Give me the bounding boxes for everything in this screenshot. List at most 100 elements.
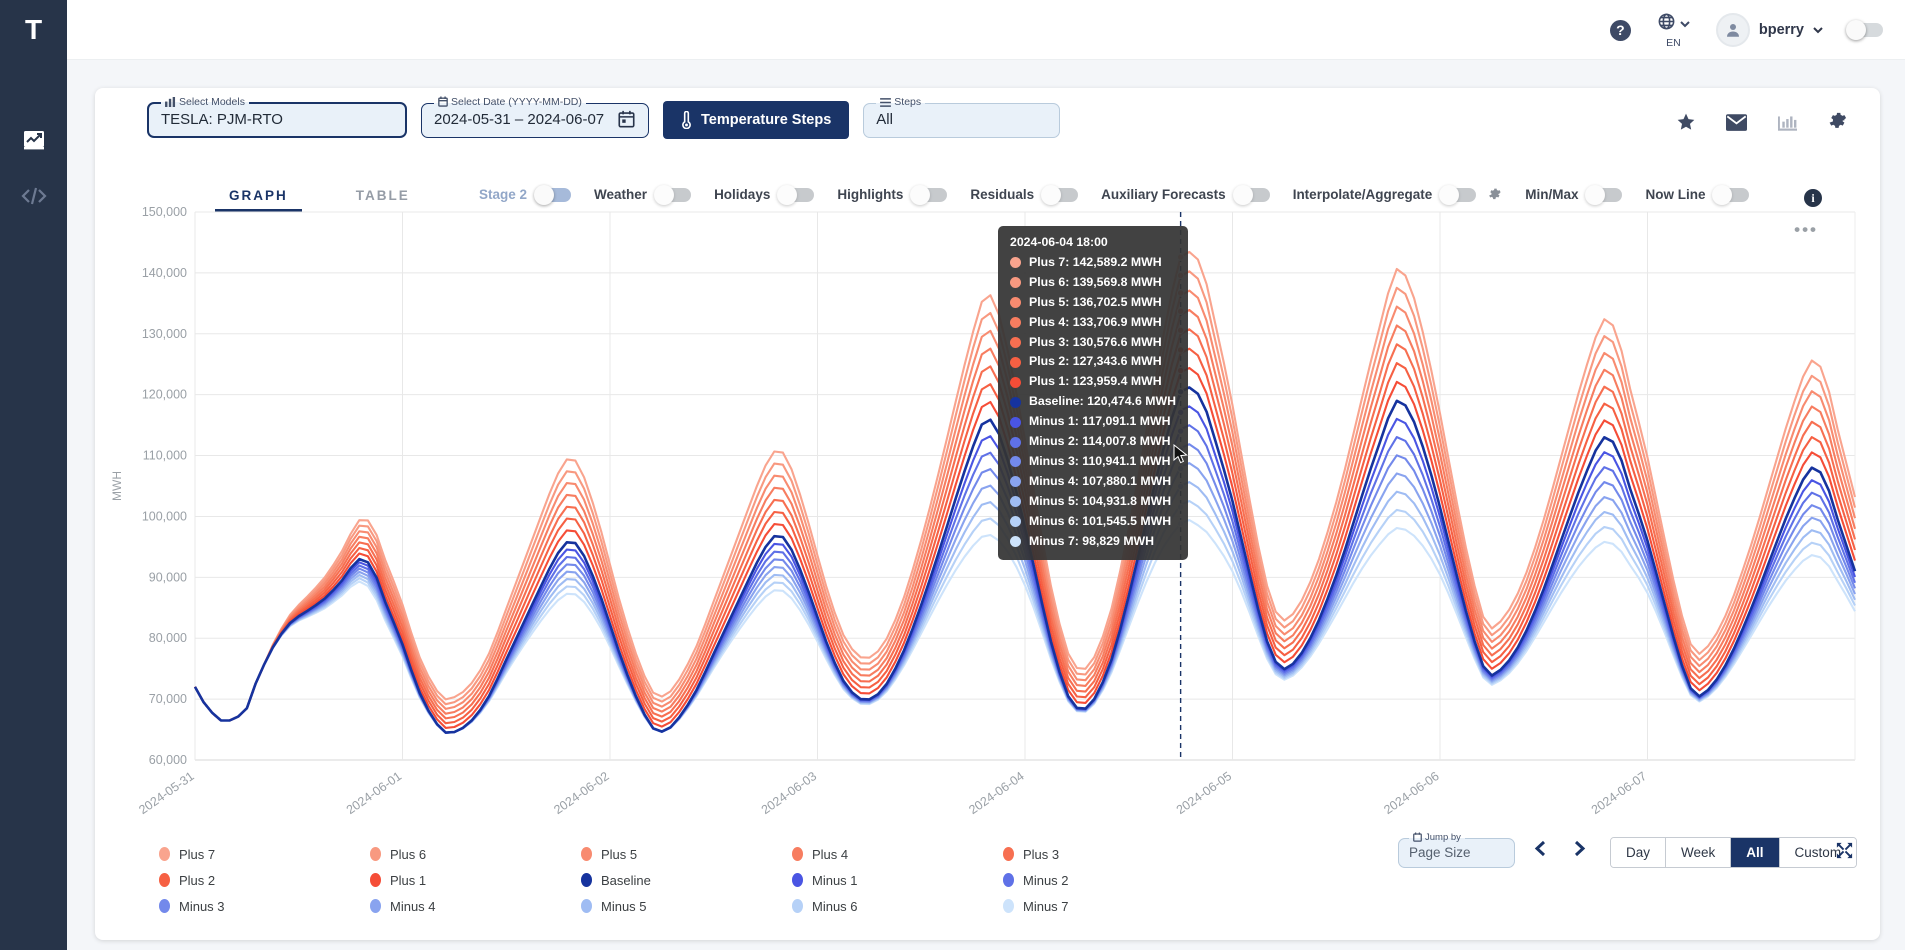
toggle-now-line[interactable]: Now Line bbox=[1645, 184, 1750, 205]
range-button-all[interactable]: All bbox=[1731, 838, 1780, 867]
tooltip-row: Minus 1: 117,091.1 MWH bbox=[1010, 412, 1176, 432]
legend-label: Minus 2 bbox=[1023, 872, 1069, 888]
chevron-down-icon bbox=[1680, 20, 1690, 27]
settings-gear-icon[interactable] bbox=[1828, 112, 1848, 132]
legend-item-baseline[interactable]: Baseline bbox=[581, 871, 792, 889]
legend-dot bbox=[370, 873, 381, 887]
language-selector[interactable]: EN bbox=[1657, 12, 1690, 49]
toggle-switch[interactable] bbox=[1232, 184, 1270, 205]
legend-item-plus-2[interactable]: Plus 2 bbox=[159, 871, 370, 889]
app-logo: T bbox=[0, 0, 67, 60]
toggle-label: Min/Max bbox=[1525, 187, 1579, 202]
tab-graph[interactable]: GRAPH bbox=[215, 182, 302, 212]
chart-report-icon[interactable] bbox=[1777, 113, 1798, 132]
legend-dot bbox=[159, 847, 170, 861]
toggle-holidays[interactable]: Holidays bbox=[714, 184, 815, 205]
toggle-stage-2[interactable]: Stage 2 bbox=[479, 184, 572, 205]
range-button-day[interactable]: Day bbox=[1611, 838, 1667, 867]
legend-item-minus-1[interactable]: Minus 1 bbox=[792, 871, 1003, 889]
toggle-interpolate-aggregate[interactable]: Interpolate/Aggregate bbox=[1293, 184, 1503, 205]
more-options-icon[interactable]: ••• bbox=[1794, 220, 1818, 239]
legend-item-minus-7[interactable]: Minus 7 bbox=[1003, 897, 1214, 915]
aggregate-settings-gear-icon[interactable] bbox=[1488, 188, 1502, 202]
legend-item-plus-4[interactable]: Plus 4 bbox=[792, 845, 1003, 863]
toggle-weather[interactable]: Weather bbox=[594, 184, 692, 205]
legend-dot bbox=[1003, 899, 1014, 913]
svg-text:2024-06-06: 2024-06-06 bbox=[1381, 769, 1441, 817]
tooltip-series-dot bbox=[1010, 536, 1021, 548]
range-button-week[interactable]: Week bbox=[1666, 838, 1732, 867]
toggle-switch[interactable] bbox=[1712, 184, 1750, 205]
toggle-switch[interactable] bbox=[1041, 184, 1079, 205]
legend-dot bbox=[159, 873, 170, 887]
forecast-chart[interactable]: 60,000 70,000 80,000 90,000 100,000 110,000 12… bbox=[105, 200, 1885, 825]
help-icon[interactable]: ? bbox=[1609, 19, 1631, 41]
svg-text:2024-06-03: 2024-06-03 bbox=[759, 769, 819, 817]
legend-label: Plus 4 bbox=[812, 846, 849, 862]
svg-text:70,000: 70,000 bbox=[149, 692, 187, 706]
legend-item-plus-3[interactable]: Plus 3 bbox=[1003, 845, 1214, 863]
tooltip-series-value: Minus 4: 107,880.1 MWH bbox=[1029, 473, 1172, 488]
steps-field[interactable]: Steps All bbox=[863, 96, 1061, 138]
select-date-value[interactable]: 2024-05-31 – 2024-06-07 bbox=[434, 111, 605, 128]
toggle-label: Now Line bbox=[1645, 187, 1706, 202]
legend-dot bbox=[581, 899, 592, 913]
tooltip-series-value: Baseline: 120,474.6 MWH bbox=[1029, 394, 1176, 409]
legend-item-plus-6[interactable]: Plus 6 bbox=[370, 845, 581, 863]
theme-toggle[interactable] bbox=[1846, 20, 1883, 40]
toggle-auxiliary-forecasts[interactable]: Auxiliary Forecasts bbox=[1101, 184, 1270, 205]
toggle-residuals[interactable]: Residuals bbox=[970, 184, 1079, 205]
favorite-star-icon[interactable] bbox=[1676, 112, 1696, 132]
toggle-switch[interactable] bbox=[910, 184, 948, 205]
select-models-field[interactable]: Select Models TESLA: PJM-RTO bbox=[147, 96, 407, 138]
legend-item-minus-5[interactable]: Minus 5 bbox=[581, 897, 792, 915]
thermometer-icon bbox=[681, 111, 692, 129]
tooltip-series-dot bbox=[1010, 476, 1021, 488]
toggle-switch[interactable] bbox=[1439, 184, 1477, 205]
sidebar-item-code[interactable] bbox=[0, 168, 67, 224]
temperature-steps-button[interactable]: Temperature Steps bbox=[663, 101, 850, 139]
legend-label: Baseline bbox=[601, 872, 651, 888]
user-menu[interactable]: bperry bbox=[1715, 13, 1823, 47]
tooltip-series-dot bbox=[1010, 496, 1021, 508]
steps-value[interactable]: All bbox=[876, 111, 893, 128]
tooltip-row: Plus 4: 133,706.9 MWH bbox=[1010, 313, 1176, 333]
toggle-label: Auxiliary Forecasts bbox=[1101, 187, 1226, 202]
sidebar-item-charts[interactable] bbox=[0, 112, 67, 168]
legend-label: Plus 2 bbox=[179, 872, 216, 888]
toggle-highlights[interactable]: Highlights bbox=[837, 184, 948, 205]
sidebar bbox=[0, 60, 67, 950]
email-icon[interactable] bbox=[1726, 113, 1747, 131]
toggle-switch[interactable] bbox=[777, 184, 815, 205]
toggle-switch[interactable] bbox=[534, 184, 572, 205]
legend-item-minus-3[interactable]: Minus 3 bbox=[159, 897, 370, 915]
page-prev-icon[interactable] bbox=[1533, 840, 1548, 857]
tooltip-row: Plus 2: 127,343.6 MWH bbox=[1010, 352, 1176, 372]
range-button-custom[interactable]: Custom bbox=[1779, 838, 1857, 867]
legend-item-minus-4[interactable]: Minus 4 bbox=[370, 897, 581, 915]
toggle-switch[interactable] bbox=[1585, 184, 1623, 205]
svg-text:2024-05-31: 2024-05-31 bbox=[136, 769, 196, 817]
calendar-icon bbox=[1413, 832, 1422, 845]
select-models-value[interactable]: TESLA: PJM-RTO bbox=[161, 111, 283, 128]
select-date-field[interactable]: Select Date (YYYY-MM-DD) 2024-05-31 – 20… bbox=[421, 96, 649, 138]
svg-text:130,000: 130,000 bbox=[142, 327, 187, 341]
legend-item-minus-2[interactable]: Minus 2 bbox=[1003, 871, 1214, 889]
bar-chart-icon bbox=[165, 97, 176, 110]
chart-option-toggles: Stage 2 Weather Holidays Highlights Residual… bbox=[479, 184, 1757, 205]
jump-by-field[interactable]: Jump by Page Size bbox=[1398, 832, 1515, 868]
fullscreen-icon[interactable] bbox=[1835, 841, 1854, 860]
toggle-min-max[interactable]: Min/Max bbox=[1525, 184, 1623, 205]
legend-item-plus-5[interactable]: Plus 5 bbox=[581, 845, 792, 863]
tooltip-series-dot bbox=[1010, 456, 1021, 468]
legend-item-plus-1[interactable]: Plus 1 bbox=[370, 871, 581, 889]
legend-dot bbox=[1003, 873, 1014, 887]
info-icon[interactable]: i bbox=[1804, 189, 1822, 207]
tab-table[interactable]: TABLE bbox=[355, 188, 410, 203]
calendar-picker-icon[interactable] bbox=[618, 110, 635, 128]
page-size-input[interactable]: Page Size bbox=[1409, 845, 1471, 860]
legend-item-plus-7[interactable]: Plus 7 bbox=[159, 845, 370, 863]
toggle-switch[interactable] bbox=[654, 184, 692, 205]
page-next-icon[interactable] bbox=[1572, 840, 1587, 857]
legend-item-minus-6[interactable]: Minus 6 bbox=[792, 897, 1003, 915]
